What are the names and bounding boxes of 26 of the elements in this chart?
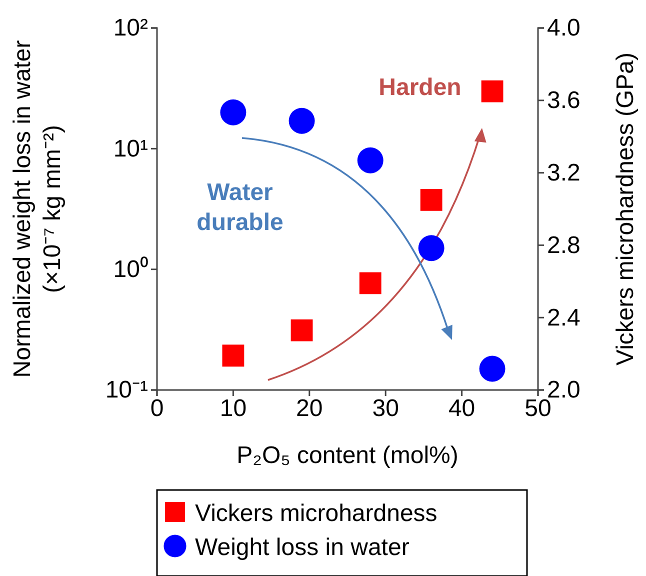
x-tick-label: 30: [372, 395, 399, 422]
point: [479, 356, 506, 382]
x-tick-label: 20: [296, 395, 323, 422]
y2-tick-label: 4.0: [547, 14, 580, 42]
x-axis-title: P₂O₅ content (mol%): [236, 442, 458, 469]
y2-tick-label: 2.8: [547, 232, 580, 259]
point: [288, 108, 315, 134]
point: [220, 99, 246, 126]
y2-tick-label: 3.6: [547, 87, 580, 114]
y-tick-label: 10¹: [113, 135, 148, 162]
y-tick-label: 10⁰: [113, 256, 148, 284]
x-tick-label: 40: [448, 395, 476, 422]
y-tick-label: 10⁻¹: [105, 376, 148, 404]
legend-label: Vickers microhardness: [195, 500, 438, 527]
point: [418, 235, 444, 262]
point: [357, 147, 384, 174]
x-tick-label: 10: [220, 395, 247, 422]
y2-axis-title: Vickers microhardness (GPa): [612, 52, 639, 366]
y2-tick-label: 2.4: [547, 304, 580, 332]
legend-label: Weight loss in water: [195, 534, 410, 561]
annotation: Water durable: [196, 179, 284, 236]
y-axis-title: Normalized weight loss in water (×10⁻⁷ kg mm⁻²): [9, 40, 66, 378]
y2-tick-label: 3.2: [547, 159, 580, 186]
annotation: Harden: [378, 74, 462, 101]
y-tick-label: 10²: [113, 14, 148, 42]
x-tick-label: 0: [150, 395, 164, 422]
